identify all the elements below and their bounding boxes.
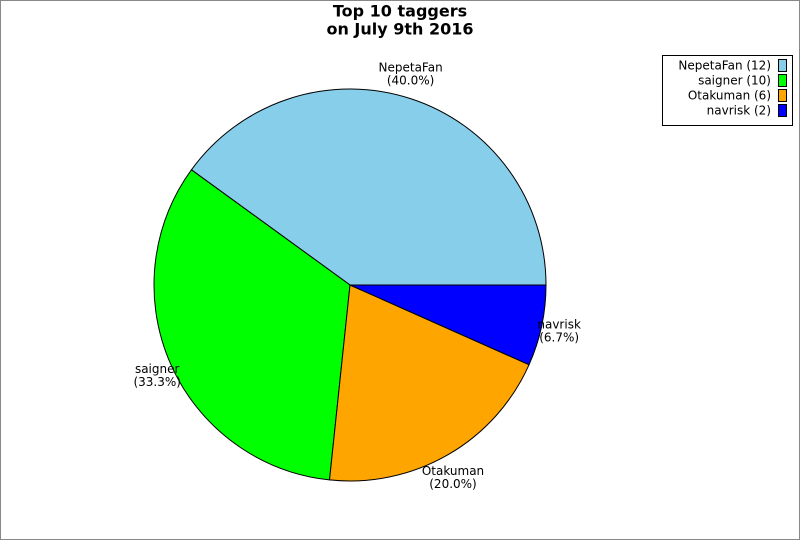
slice-percent: (33.3%) [133,375,180,389]
legend-swatch [778,104,787,117]
legend-label: Otakuman (6) [688,89,771,103]
chart-title: Top 10 taggers [333,2,467,21]
pie-slice [349,284,547,366]
slice-percent: (20.0%) [429,477,476,491]
legend-swatch [778,59,787,72]
legend-swatch [778,74,787,87]
legend-label: saigner (10) [698,74,771,88]
legend-box [662,55,793,126]
slice-label: saigner [135,362,180,376]
slice-percent: (40.0%) [387,73,434,87]
pie-slice [328,284,530,482]
pie-slice [153,169,351,481]
slice-percent: (6.7%) [539,331,579,345]
legend-label: NepetaFan (12) [678,59,771,73]
pie-slice [190,88,547,286]
slice-label: Otakuman [422,464,484,478]
slice-label: navrisk [537,318,581,332]
slice-label: NepetaFan [379,60,443,74]
legend-swatch [778,89,787,102]
legend-label: navrisk (2) [707,104,771,118]
chart-title: on July 9th 2016 [326,20,473,39]
